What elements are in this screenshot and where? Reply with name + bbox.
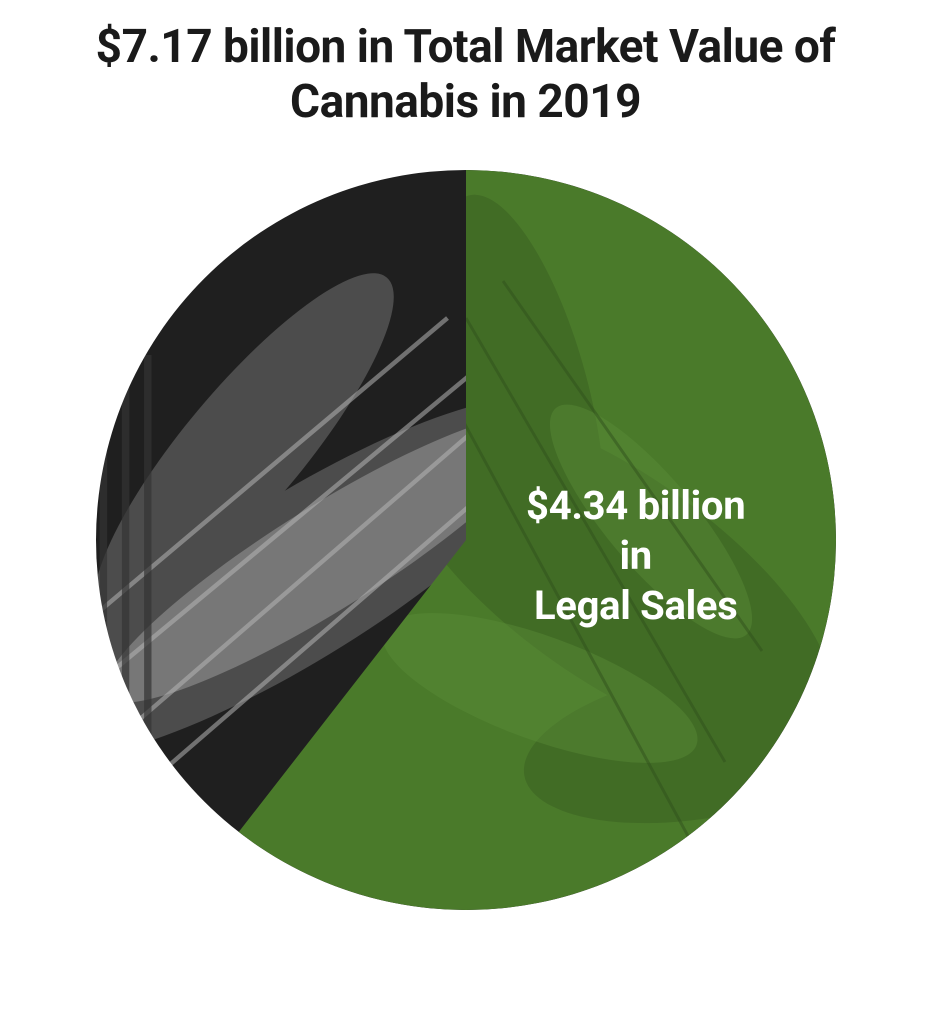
pie-chart: $4.34 billion in Legal Sales xyxy=(96,170,836,910)
pie-slice-legal-label: $4.34 billion in Legal Sales xyxy=(480,481,791,631)
chart-container: $7.17 billion in Total Market Value of C… xyxy=(0,0,931,1024)
chart-title: $7.17 billion in Total Market Value of C… xyxy=(41,20,891,130)
label-line-1: $4.34 billion xyxy=(480,481,791,531)
label-line-3: Legal Sales xyxy=(480,581,791,631)
label-line-2: in xyxy=(480,531,791,581)
